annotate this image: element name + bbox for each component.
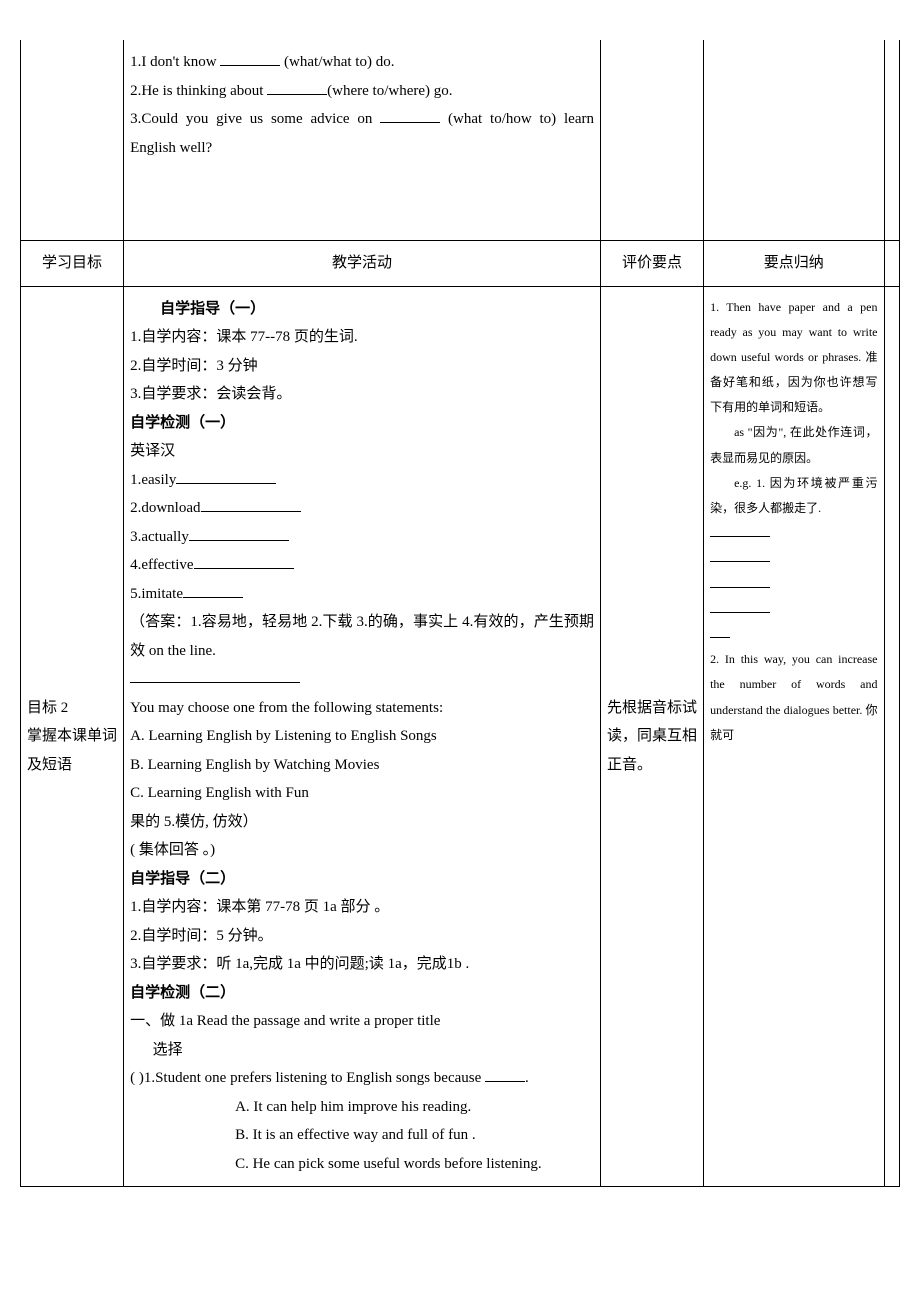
q2-pre: 2.He is thinking about [130, 83, 267, 99]
vocab-4: 4.effective [130, 551, 594, 580]
hdr-eval: 评价要点 [600, 241, 703, 287]
w3: 3.actually [130, 529, 189, 545]
pb3 [710, 575, 770, 588]
blank-w1 [176, 468, 276, 484]
translate-heading: 英译汉 [130, 437, 594, 466]
q3-pre: 3.Could you give us some advice on [130, 111, 380, 127]
row-body: 目标 2 掌握本课单词及短语 自学指导（一） 1.自学内容：课本 77--78 … [21, 286, 900, 1187]
cell-activity-1: 1.I don't know (what/what to) do. 2.He i… [124, 40, 601, 241]
points-p3: e.g. 1. 因为环境被严重污染，很多人都搬走了. [710, 471, 877, 521]
w1: 1.easily [130, 472, 176, 488]
study-guide-1-heading: 自学指导（一） [130, 295, 594, 324]
points-p1: 1. Then have paper and a pen ready as yo… [710, 295, 877, 421]
sg2-line1: 1.自学内容：课本第 77-78 页 1a 部分 。 [130, 893, 594, 922]
w2: 2.download [130, 500, 200, 516]
blank-w3 [189, 525, 289, 541]
points-p4: 2. In this way, you can increase the num… [710, 647, 877, 748]
cell-points-3: 1. Then have paper and a pen ready as yo… [704, 286, 884, 1187]
long-blank [130, 665, 594, 694]
cell-last-1 [884, 40, 900, 241]
stmt-b: B. Learning English by Watching Movies [130, 751, 594, 780]
spacer-1 [130, 162, 594, 232]
q2: 2.He is thinking about (where to/where) … [130, 77, 594, 106]
opt-a: A. It can help him improve his reading. [130, 1093, 594, 1122]
cell-activity-3: 自学指导（一） 1.自学内容：课本 77--78 页的生词. 2.自学时间：3 … [124, 286, 601, 1187]
row-header: 学习目标 教学活动 评价要点 要点归纳 [21, 241, 900, 287]
row-intro: 1.I don't know (what/what to) do. 2.He i… [21, 40, 900, 241]
st2-q1: ( )1.Student one prefers listening to En… [130, 1064, 594, 1093]
points-blanks [710, 521, 877, 647]
cell-goal-1 [21, 40, 124, 241]
stmt-c: C. Learning English with Fun [130, 779, 594, 808]
hdr-goal: 学习目标 [21, 241, 124, 287]
cell-last-3 [884, 286, 900, 1187]
q1: 1.I don't know (what/what to) do. [130, 48, 594, 77]
blank-w4 [194, 553, 294, 569]
blank-w2 [201, 496, 301, 512]
hdr-points: 要点归纳 [704, 241, 884, 287]
cell-eval-3: 先根据音标试读，同桌互相正音。 [600, 286, 703, 1187]
hdr-last [884, 241, 900, 287]
sg2-line3: 3.自学要求：听 1a,完成 1a 中的问题;读 1a，完成1b . [130, 950, 594, 979]
answers-line3: ( 集体回答 。) [130, 836, 594, 865]
q1-post: (what/what to) do. [280, 54, 394, 70]
blank-1 [220, 50, 280, 66]
cell-points-1 [704, 40, 884, 241]
vocab-2: 2.download [130, 494, 594, 523]
sg1-line2: 2.自学时间：3 分钟 [130, 352, 594, 381]
cell-goal-3: 目标 2 掌握本课单词及短语 [21, 286, 124, 1187]
q1-text: ( )1.Student one prefers listening to En… [130, 1070, 485, 1086]
stmt-a: A. Learning English by Listening to Engl… [130, 722, 594, 751]
w4: 4.effective [130, 557, 193, 573]
vocab-3: 3.actually [130, 523, 594, 552]
self-test-1-heading: 自学检测（一） [130, 409, 594, 438]
worksheet-page: 1.I don't know (what/what to) do. 2.He i… [20, 40, 900, 1187]
pb1 [710, 524, 770, 537]
sg1-line3: 3.自学要求：会读会背。 [130, 380, 594, 409]
opt-c: C. He can pick some useful words before … [130, 1150, 594, 1179]
blank-long [130, 667, 300, 683]
stmt-intro: You may choose one from the following st… [130, 694, 594, 723]
answers-line2: 果的 5.模仿, 仿效） [130, 808, 594, 837]
st2-choose: 选择 [130, 1036, 594, 1065]
points-p2: as "因为", 在此处作连词，表显而易见的原因。 [710, 420, 877, 470]
sg1-line1: 1.自学内容：课本 77--78 页的生词. [130, 323, 594, 352]
blank-q1 [485, 1066, 525, 1082]
cell-eval-1 [600, 40, 703, 241]
self-test-2-heading: 自学检测（二） [130, 979, 594, 1008]
q2-post: (where to/where) go. [327, 83, 452, 99]
goal-text: 目标 2 掌握本课单词及短语 [27, 694, 117, 780]
worksheet-table: 1.I don't know (what/what to) do. 2.He i… [20, 40, 900, 1187]
answers-line1: （答案：1.容易地，轻易地 2.下载 3.的确，事实上 4.有效的，产生预期效 … [130, 608, 594, 665]
q1-pre: 1.I don't know [130, 54, 220, 70]
w5: 5.imitate [130, 586, 183, 602]
q1-period: . [525, 1070, 529, 1086]
vocab-1: 1.easily [130, 466, 594, 495]
hdr-activity: 教学活动 [124, 241, 601, 287]
blank-2 [267, 79, 327, 95]
st2-line1: 一、做 1a Read the passage and write a prop… [130, 1007, 594, 1036]
pb5 [710, 625, 730, 638]
pb4 [710, 600, 770, 613]
blank-3 [380, 107, 440, 123]
study-guide-2-heading: 自学指导（二） [130, 865, 594, 894]
opt-b: B. It is an effective way and full of fu… [130, 1121, 594, 1150]
pb2 [710, 549, 770, 562]
blank-w5 [183, 582, 243, 598]
q3: 3.Could you give us some advice on (what… [130, 105, 594, 162]
vocab-5: 5.imitate [130, 580, 594, 609]
sg2-line2: 2.自学时间：5 分钟。 [130, 922, 594, 951]
